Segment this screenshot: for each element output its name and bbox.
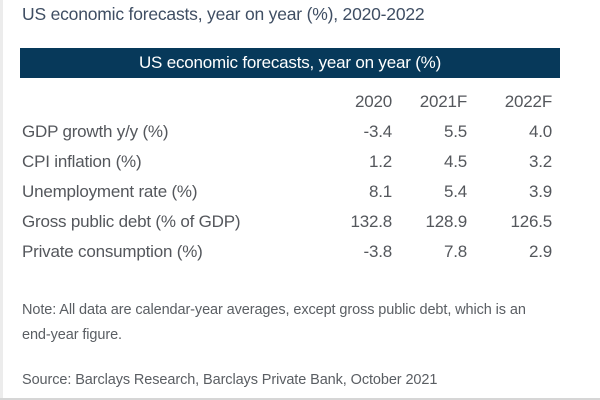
cell-value: 5.4 [443, 182, 467, 201]
cell-value: 8.1 [368, 182, 392, 201]
cell-value: 4.5 [443, 152, 467, 171]
cell-value: 128.9 [425, 212, 467, 231]
column-header-2020: 2020 [354, 92, 392, 111]
cell-value: 1.2 [368, 152, 392, 171]
page-bottom-edge [0, 398, 600, 400]
table-row: CPI inflation (%) 1.2 4.5 3.2 [22, 147, 554, 177]
table-row: GDP growth y/y (%) -3.4 5.5 4.0 [22, 117, 554, 147]
cell-value: 2.9 [528, 242, 552, 261]
cell-value: 3.9 [528, 182, 552, 201]
row-label: Unemployment rate (%) [22, 182, 198, 201]
row-label: Private consumption (%) [22, 242, 203, 261]
table-header-bar: US economic forecasts, year on year (%) [20, 48, 560, 78]
cell-value: 132.8 [350, 212, 392, 231]
column-header-2021f: 2021F [419, 92, 467, 111]
table-source: Source: Barclays Research, Barclays Priv… [22, 372, 438, 388]
table-row: Unemployment rate (%) 8.1 5.4 3.9 [22, 177, 554, 207]
cell-value: 4.0 [528, 122, 552, 141]
cell-value: 126.5 [510, 212, 552, 231]
page-title: US economic forecasts, year on year (%),… [22, 4, 425, 24]
cell-value: 3.2 [528, 152, 552, 171]
cell-value: -3.4 [363, 122, 393, 141]
cell-value: 7.8 [443, 242, 467, 261]
table-row: Private consumption (%) -3.8 7.8 2.9 [22, 237, 554, 267]
table-column-header-row: 2020 2021F 2022F [22, 87, 554, 117]
column-header-2022f: 2022F [504, 92, 552, 111]
table-header-label: US economic forecasts, year on year (%) [138, 53, 442, 72]
cell-value: -3.8 [363, 242, 393, 261]
page-left-edge [0, 0, 3, 400]
table-note: Note: All data are calendar-year average… [22, 302, 526, 344]
cell-value: 5.5 [443, 122, 467, 141]
row-label: CPI inflation (%) [22, 152, 142, 171]
row-label: GDP growth y/y (%) [22, 122, 169, 141]
forecast-table: 2020 2021F 2022F GDP growth y/y (%) -3.4… [22, 87, 554, 267]
row-label: Gross public debt (% of GDP) [22, 212, 241, 231]
table-row: Gross public debt (% of GDP) 132.8 128.9… [22, 207, 554, 237]
